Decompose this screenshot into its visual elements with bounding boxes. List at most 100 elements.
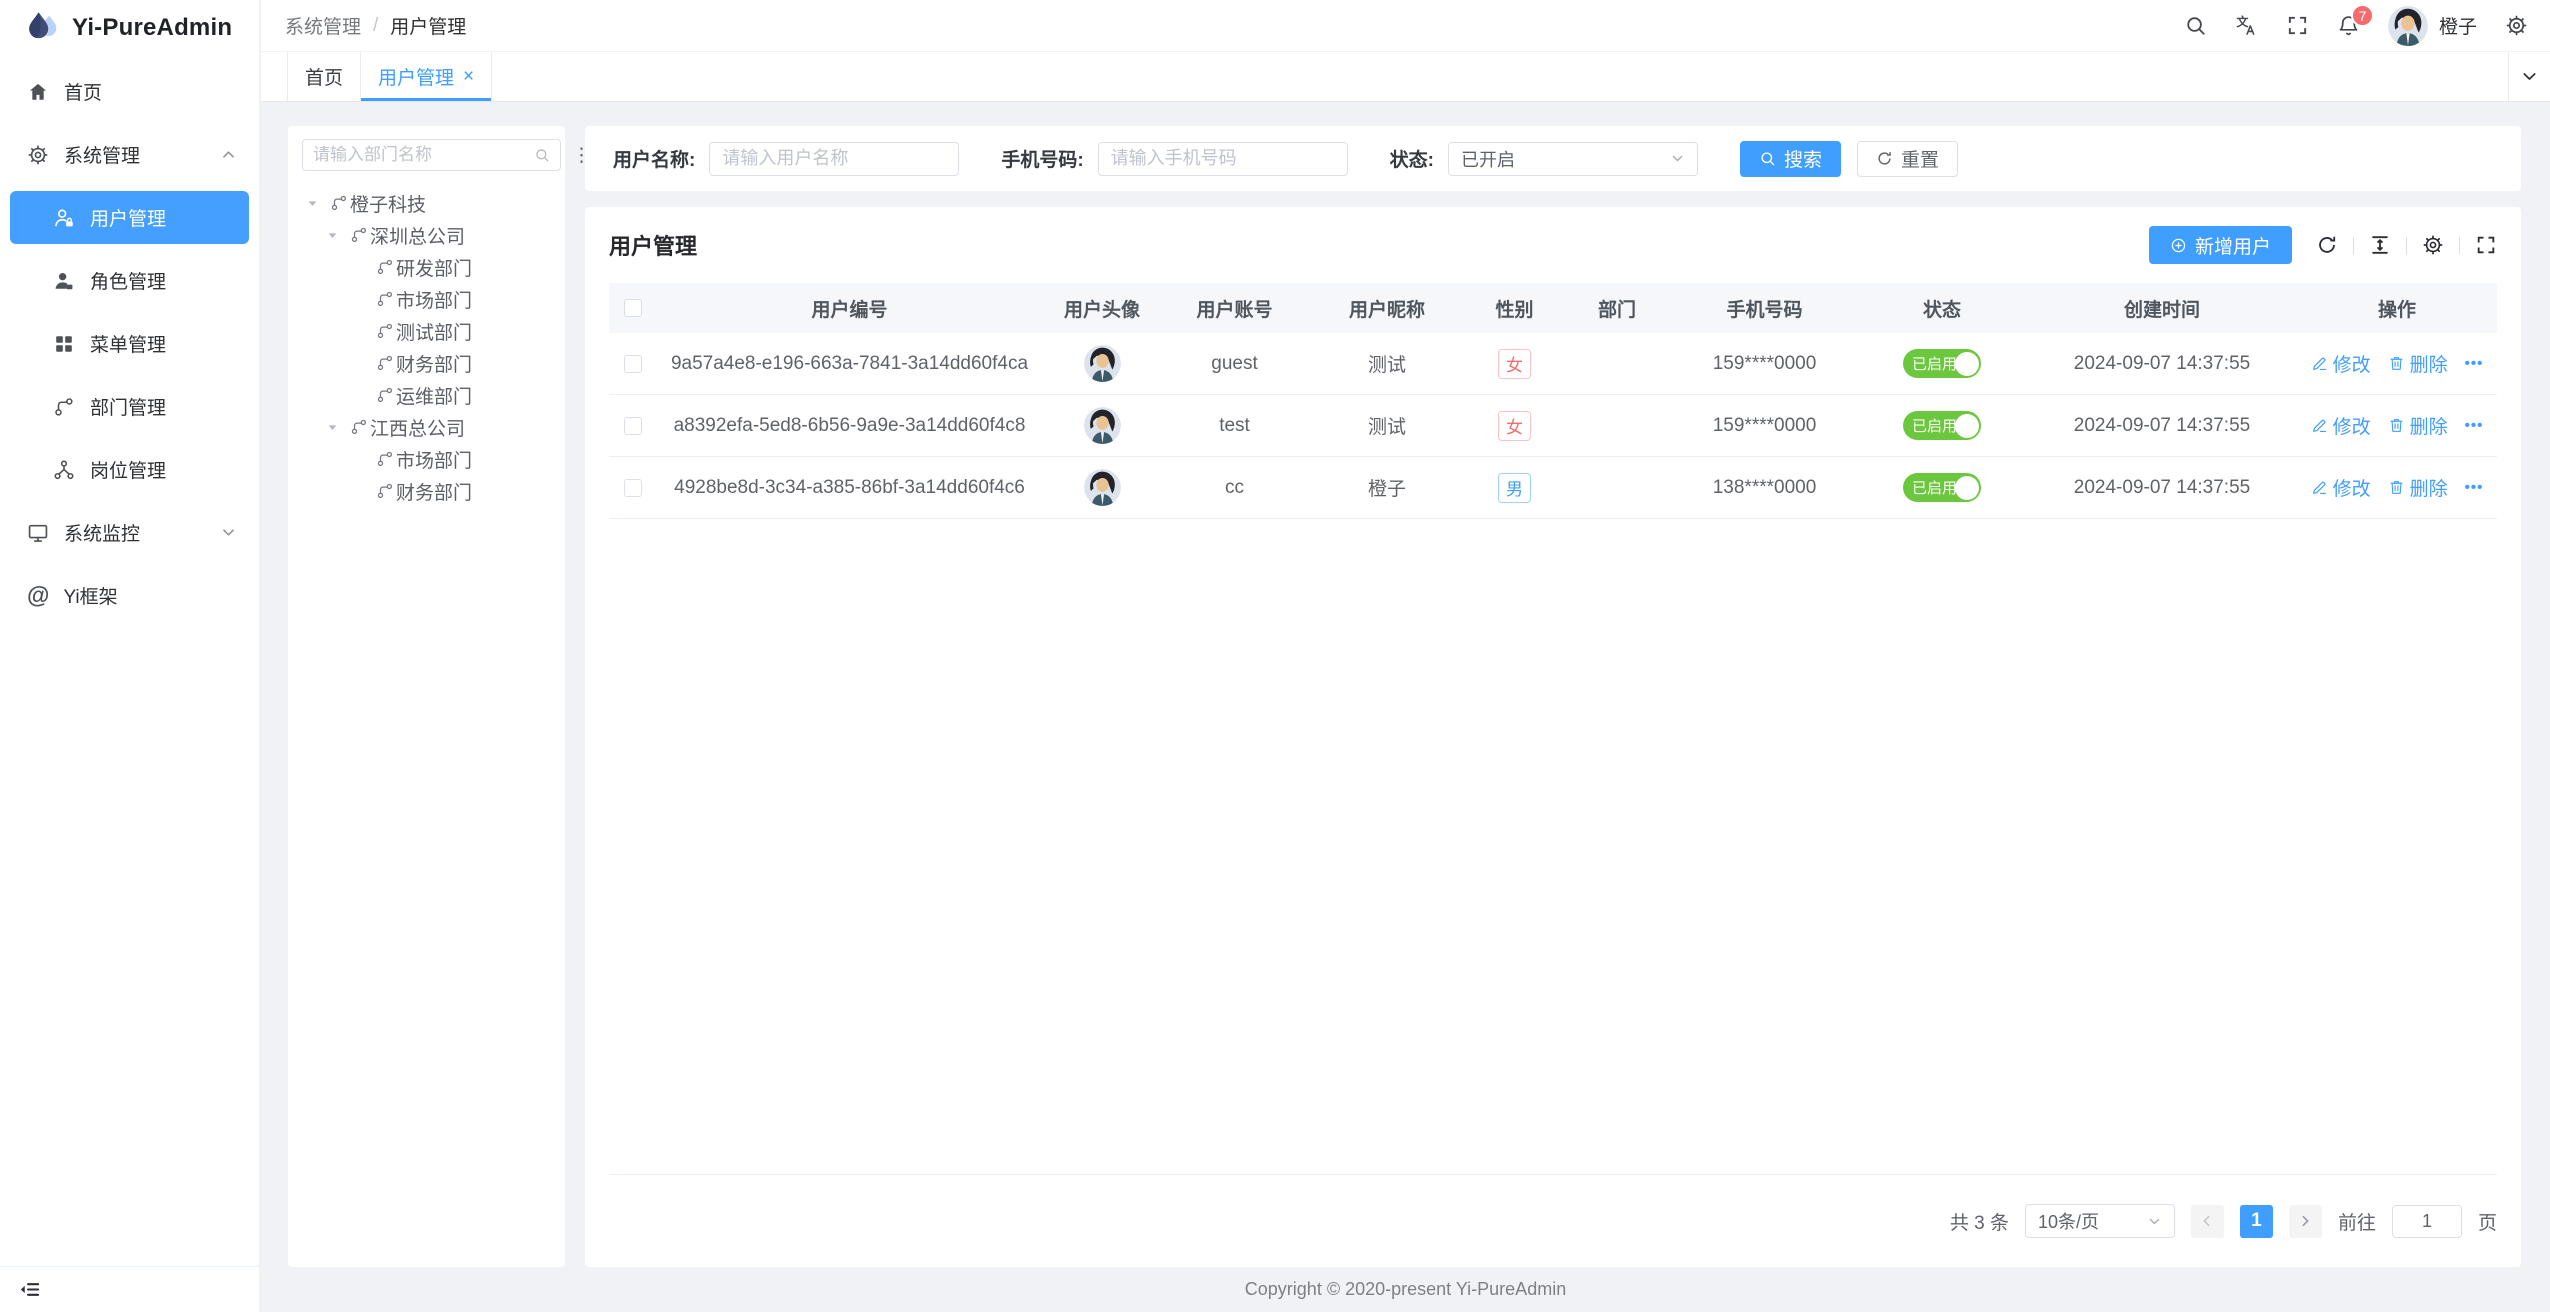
row-checkbox[interactable] (624, 416, 642, 435)
tab-user-mgmt[interactable]: 用户管理 × (361, 52, 493, 101)
column-header: 用户头像 (1063, 299, 1140, 321)
sidebar-item-label: 用户管理 (90, 209, 167, 230)
refresh-icon[interactable] (2316, 234, 2338, 256)
tab-home[interactable]: 首页 (287, 52, 362, 101)
row-checkbox[interactable] (624, 478, 642, 497)
tab-bar: 首页 用户管理 × (261, 52, 2550, 102)
tree-node[interactable]: 研发部门 (302, 251, 551, 283)
row-checkbox[interactable] (624, 354, 642, 373)
department-search-input[interactable] (313, 145, 534, 165)
breadcrumb-item[interactable]: 系统管理 (285, 17, 362, 38)
sidebar-item-system-monitor[interactable]: 系统监控 (0, 501, 259, 564)
tree-node[interactable]: 财务部门 (302, 475, 551, 507)
add-user-button[interactable]: 新增用户 (2148, 226, 2292, 264)
tree-node[interactable]: 市场部门 (302, 283, 551, 315)
settings-gear-icon[interactable] (2505, 14, 2528, 37)
more-actions-button[interactable]: ••• (2464, 417, 2484, 434)
close-icon[interactable]: × (463, 66, 475, 87)
user-icon (53, 270, 75, 292)
filter-status: 状态: 已开启 (1390, 141, 1698, 176)
tabs-dropdown-button[interactable] (2508, 52, 2550, 101)
edit-button[interactable]: 修改 (2311, 350, 2371, 377)
table-title: 用户管理 (609, 234, 698, 259)
prev-page-button[interactable] (2190, 1204, 2224, 1238)
user-avatar (1084, 407, 1121, 444)
status-switch[interactable]: 已启用 (1903, 473, 1981, 502)
gender-tag: 女 (1498, 410, 1531, 441)
sidebar-item-system-mgmt[interactable]: 系统管理 (0, 123, 259, 186)
status-select[interactable]: 已开启 (1447, 141, 1698, 176)
tree-node[interactable]: 深圳总公司 (302, 219, 551, 251)
user-menu[interactable]: 橙子 (2388, 6, 2477, 46)
sidebar-item-label: 岗位管理 (90, 461, 167, 482)
org-branch-icon (376, 482, 394, 500)
density-icon[interactable] (2369, 234, 2391, 256)
edit-button[interactable]: 修改 (2311, 412, 2371, 439)
filter-buttons: 搜索 重置 (1739, 140, 1959, 177)
status-switch[interactable]: 已启用 (1903, 349, 1981, 378)
org-branch-icon (376, 386, 394, 404)
more-actions-button[interactable]: ••• (2464, 355, 2484, 372)
cell-user-id: a8392efa-5ed8-6b56-9a9e-3a14dd60f4c8 (673, 414, 1026, 436)
sidebar-item-yi-framework[interactable]: @ Yi框架 (0, 564, 259, 627)
next-page-button[interactable] (2288, 1204, 2322, 1238)
translate-icon[interactable] (2235, 14, 2258, 37)
status-switch[interactable]: 已启用 (1903, 411, 1981, 440)
user-avatar (1084, 345, 1121, 382)
caret-down-icon[interactable] (326, 421, 350, 434)
tree-node[interactable]: 运维部门 (302, 379, 551, 411)
column-settings-gear-icon[interactable] (2422, 234, 2444, 256)
tree-node[interactable]: 市场部门 (302, 443, 551, 475)
table-fullscreen-icon[interactable] (2475, 234, 2497, 256)
caret-down-icon[interactable] (306, 197, 330, 210)
sidebar-item-dept-mgmt[interactable]: 部门管理 (0, 375, 259, 438)
fullscreen-icon[interactable] (2286, 14, 2309, 37)
user-avatar (1084, 469, 1121, 506)
at-icon: @ (27, 582, 50, 608)
more-actions-button[interactable]: ••• (2464, 479, 2484, 496)
reset-button[interactable]: 重置 (1857, 140, 1959, 177)
sidebar-item-role-mgmt[interactable]: 角色管理 (0, 249, 259, 312)
page-number-button[interactable]: 1 (2239, 1204, 2273, 1238)
pencil-icon (2311, 417, 2328, 434)
sidebar-item-post-mgmt[interactable]: 岗位管理 (0, 438, 259, 501)
search-button[interactable]: 搜索 (1739, 140, 1841, 177)
phone-input[interactable] (1097, 141, 1348, 176)
tree-node-label: 市场部门 (396, 450, 473, 472)
notifications-button[interactable]: 7 (2337, 4, 2374, 37)
delete-button[interactable]: 删除 (2388, 474, 2448, 501)
sidebar-item-label: 部门管理 (90, 398, 167, 419)
username: 橙子 (2438, 17, 2477, 38)
edit-button[interactable]: 修改 (2311, 474, 2371, 501)
tree-node[interactable]: 测试部门 (302, 315, 551, 347)
app-logo[interactable]: Yi-PureAdmin (0, 0, 259, 54)
tree-node[interactable]: 财务部门 (302, 347, 551, 379)
collapse-sidebar-icon[interactable] (18, 1278, 41, 1301)
goto-page-input[interactable] (2391, 1204, 2462, 1238)
page-size-select[interactable]: 10条/页 (2024, 1204, 2175, 1238)
username-input[interactable] (709, 141, 960, 176)
tree-node[interactable]: 橙子科技 (302, 187, 551, 219)
caret-down-icon[interactable] (326, 229, 350, 242)
add-user-label: 新增用户 (2194, 236, 2271, 258)
select-all-checkbox[interactable] (624, 299, 642, 317)
delete-button[interactable]: 删除 (2388, 350, 2448, 377)
cell-phone: 159****0000 (1712, 352, 1817, 374)
delete-label: 删除 (2409, 355, 2448, 376)
breadcrumb-separator: / (373, 14, 379, 36)
pencil-icon (2311, 479, 2328, 496)
sidebar-item-user-mgmt[interactable]: 用户管理 (10, 191, 249, 244)
chevron-down-icon (2520, 67, 2539, 86)
delete-button[interactable]: 删除 (2388, 412, 2448, 439)
table-card-header: 用户管理 新增用户 (609, 207, 2497, 283)
tree-node[interactable]: 江西总公司 (302, 411, 551, 443)
search-icon[interactable] (2184, 14, 2207, 37)
sidebar-item-label: 角色管理 (90, 272, 167, 293)
table-row: 9a57a4e8-e196-663a-7841-3a14dd60f4ca gue… (609, 333, 2497, 395)
sidebar-item-home[interactable]: 首页 (0, 60, 259, 123)
sidebar-item-menu-mgmt[interactable]: 菜单管理 (0, 312, 259, 375)
delete-label: 删除 (2409, 479, 2448, 500)
edit-label: 修改 (2332, 355, 2371, 376)
switch-knob (1954, 351, 1979, 376)
trash-icon (2388, 479, 2405, 496)
